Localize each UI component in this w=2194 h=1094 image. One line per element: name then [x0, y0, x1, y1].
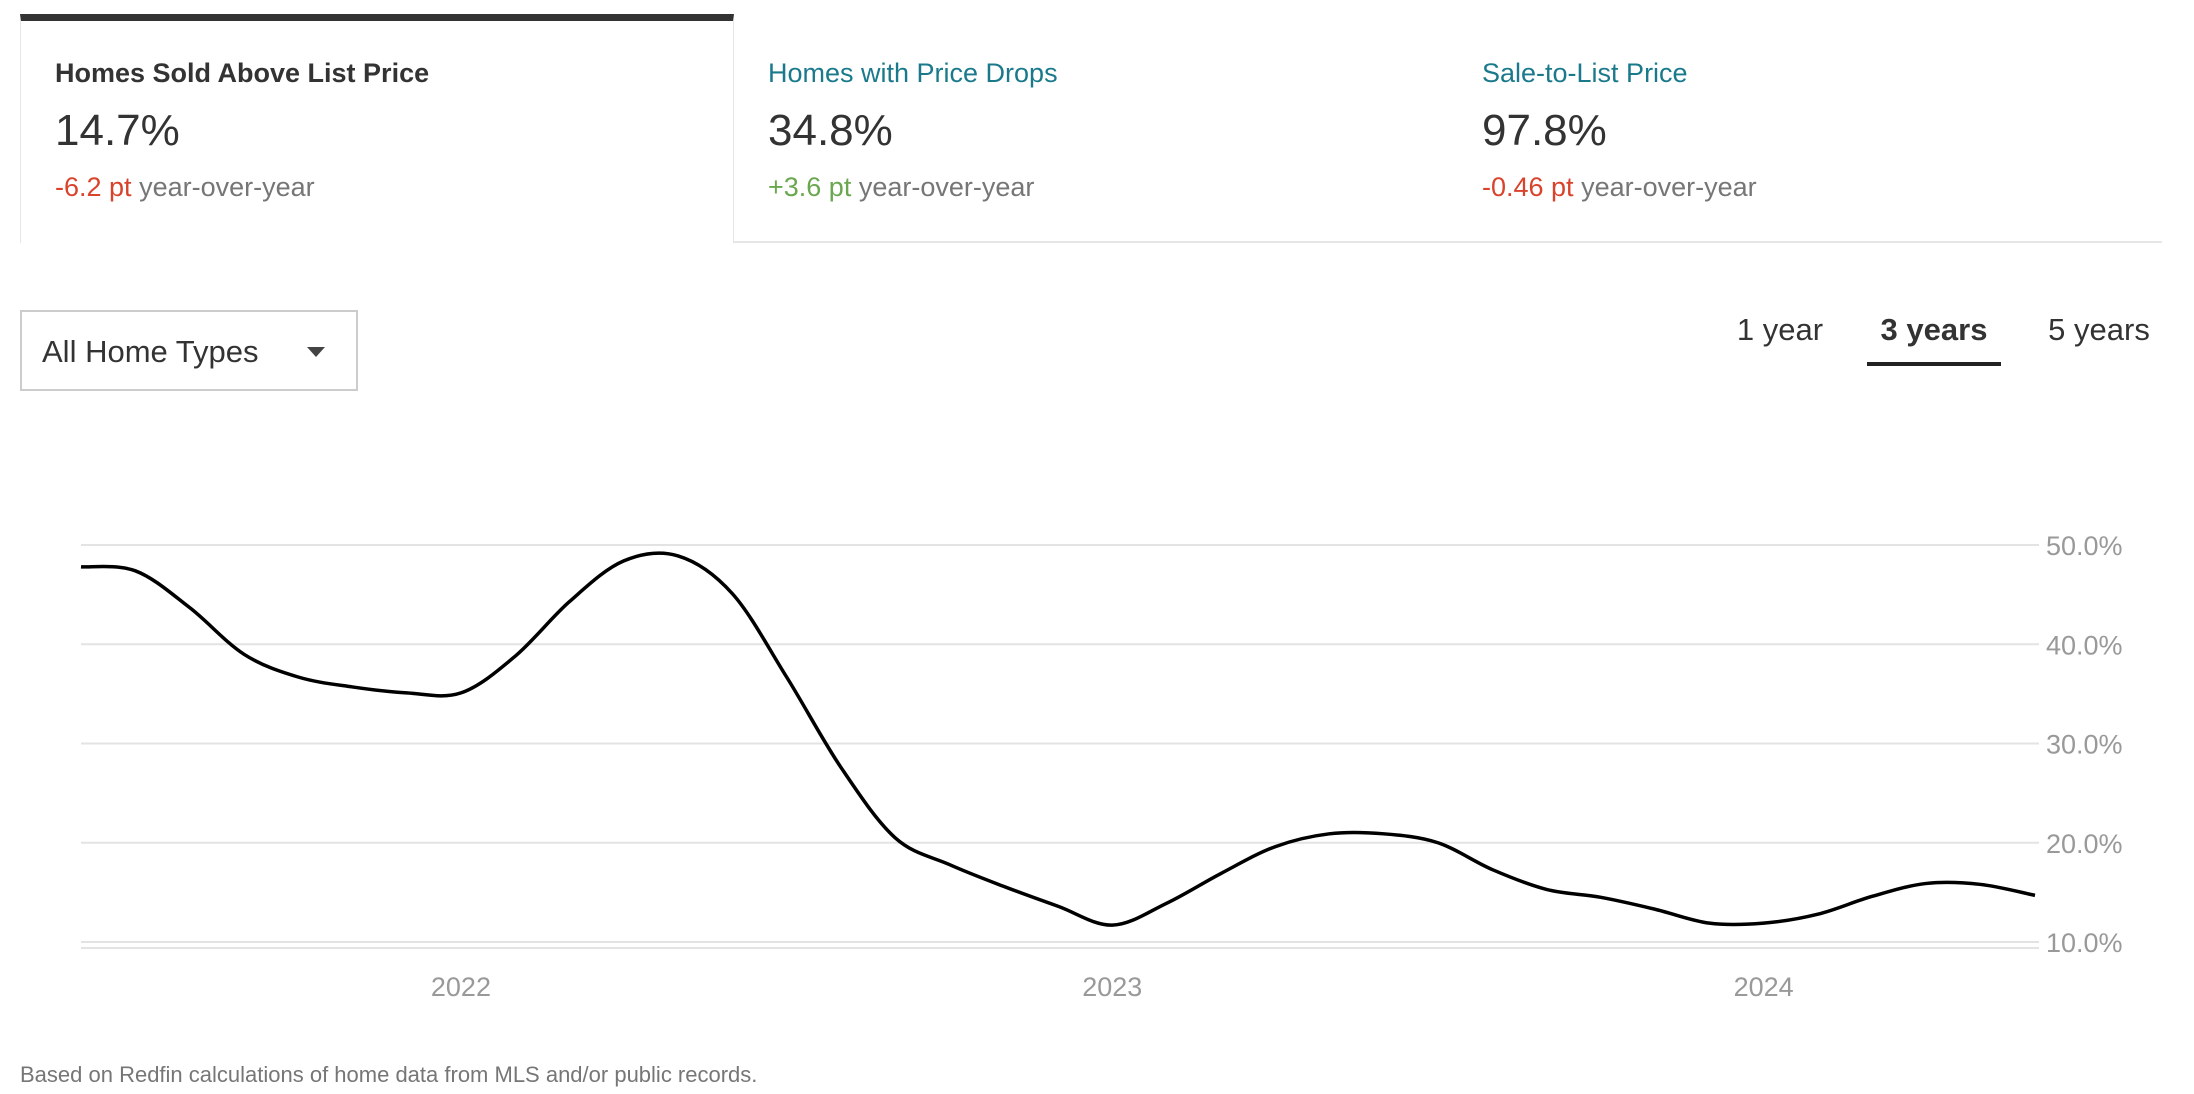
change-suffix: year-over-year: [1581, 172, 1757, 202]
range-1-year[interactable]: 1 year: [1736, 312, 1824, 347]
y-tick-label: 30.0%: [2046, 730, 2123, 760]
tab-title: Homes Sold Above List Price: [55, 58, 430, 88]
tab-change: -0.46 pt year-over-year: [1482, 172, 1757, 203]
tab-title: Sale-to-List Price: [1482, 58, 1688, 88]
x-tick-label: 2023: [1082, 972, 1142, 1002]
tab-homes-sold-above-list[interactable]: Homes Sold Above List Price 14.7% -6.2 p…: [20, 14, 734, 243]
x-tick-label: 2022: [431, 972, 491, 1002]
x-tick-label: 2024: [1734, 972, 1794, 1002]
change-value: +3.6 pt: [768, 172, 852, 202]
home-type-dropdown[interactable]: All Home Types: [20, 310, 358, 391]
change-suffix: year-over-year: [858, 172, 1035, 202]
caret-down-icon: [307, 347, 325, 357]
y-tick-label: 10.0%: [2046, 928, 2123, 958]
line-chart: 50.0% 40.0% 30.0% 20.0% 10.0% 2022 2023 2024: [80, 531, 2123, 1002]
change-suffix: year-over-year: [139, 172, 315, 202]
tab-title: Homes with Price Drops: [768, 58, 1058, 88]
y-tick-label: 50.0%: [2046, 531, 2123, 561]
dropdown-selected: All Home Types: [42, 334, 259, 369]
tab-change: +3.6 pt year-over-year: [768, 172, 1034, 203]
footnote: Based on Redfin calculations of home dat…: [20, 1062, 758, 1087]
active-range-underline: [1867, 362, 2001, 366]
change-value: -6.2 pt: [55, 172, 132, 202]
tab-value: 14.7%: [55, 106, 180, 155]
y-tick-label: 40.0%: [2046, 630, 2123, 660]
y-tick-label: 20.0%: [2046, 829, 2123, 859]
tab-homes-with-price-drops[interactable]: Homes with Price Drops 34.8% +3.6 pt yea…: [734, 14, 1448, 243]
tab-value: 34.8%: [768, 106, 893, 155]
tab-value: 97.8%: [1482, 106, 1607, 155]
series-line: [80, 551, 2036, 927]
range-5-years[interactable]: 5 years: [2048, 312, 2150, 347]
tab-change: -6.2 pt year-over-year: [55, 172, 315, 203]
range-3-years[interactable]: 3 years: [1880, 312, 1988, 347]
tab-sale-to-list-price[interactable]: Sale-to-List Price 97.8% -0.46 pt year-o…: [1448, 14, 2162, 243]
change-value: -0.46 pt: [1482, 172, 1574, 202]
